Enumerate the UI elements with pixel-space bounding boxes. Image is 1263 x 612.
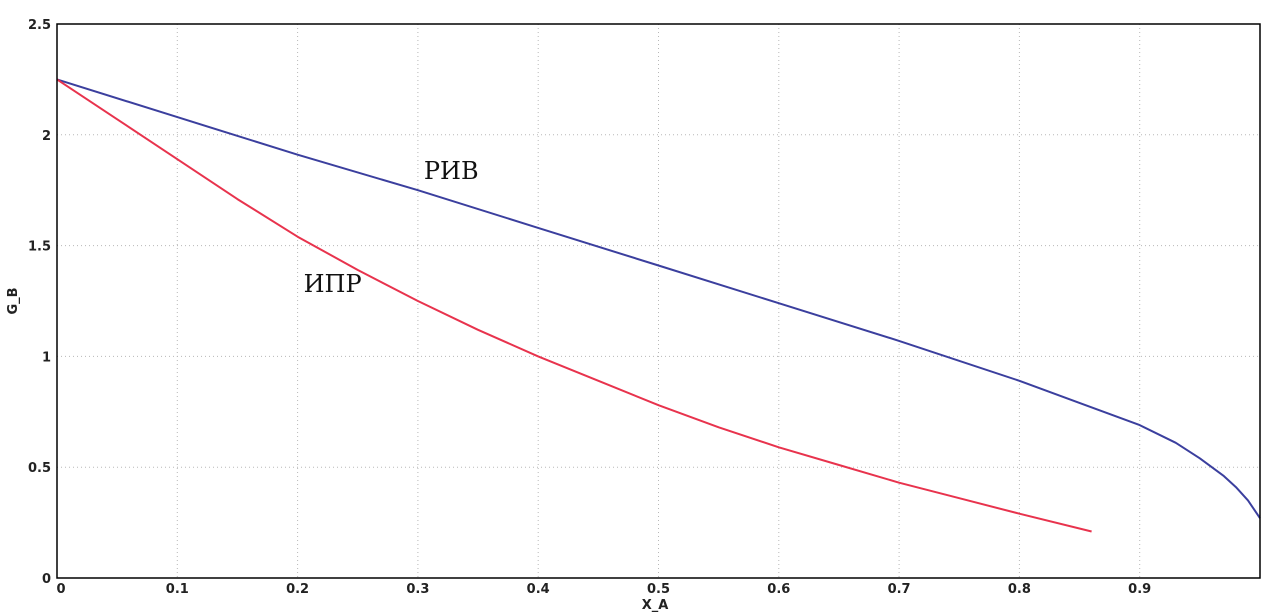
curve-label: ИПР (304, 270, 362, 298)
x-tick-label: 0.2 (286, 582, 309, 597)
x-axis-title: X_A (642, 598, 669, 612)
series-lines (56, 78, 1261, 533)
x-tick-label: 0.7 (888, 582, 911, 597)
x-tick-label: 0.6 (767, 582, 790, 597)
series-line-1 (56, 78, 1261, 519)
x-tick-label: 0.3 (406, 582, 429, 597)
y-tick-label: 2 (42, 129, 51, 144)
x-tick-label: 0 (56, 582, 65, 597)
x-tick-label: 0.5 (647, 582, 670, 597)
y-axis-title: G_B (6, 287, 21, 314)
y-tick-label: 0.5 (28, 461, 51, 476)
x-tick-label: 0.8 (1008, 582, 1031, 597)
x-tick-label: 0.4 (527, 582, 550, 597)
curve-label: РИВ (424, 157, 479, 185)
y-tick-label: 1 (42, 350, 51, 365)
y-tick-label: 1.5 (28, 240, 51, 255)
grid-lines (57, 24, 1260, 578)
series-line-2 (56, 78, 1092, 533)
curve-annotations: РИВ ИПР (304, 157, 479, 298)
x-tick-label: 0.1 (166, 582, 189, 597)
y-tick-label: 0 (42, 572, 51, 587)
x-tick-label: 0.9 (1128, 582, 1151, 597)
y-tick-label: 2.5 (28, 18, 51, 33)
tick-labels: 0 0.1 0.2 0.3 0.4 0.5 0.6 0.7 0.8 0.9 0 0.5 1 1.5 2 2.5 (28, 18, 1151, 597)
plot-frame (56, 23, 1261, 579)
